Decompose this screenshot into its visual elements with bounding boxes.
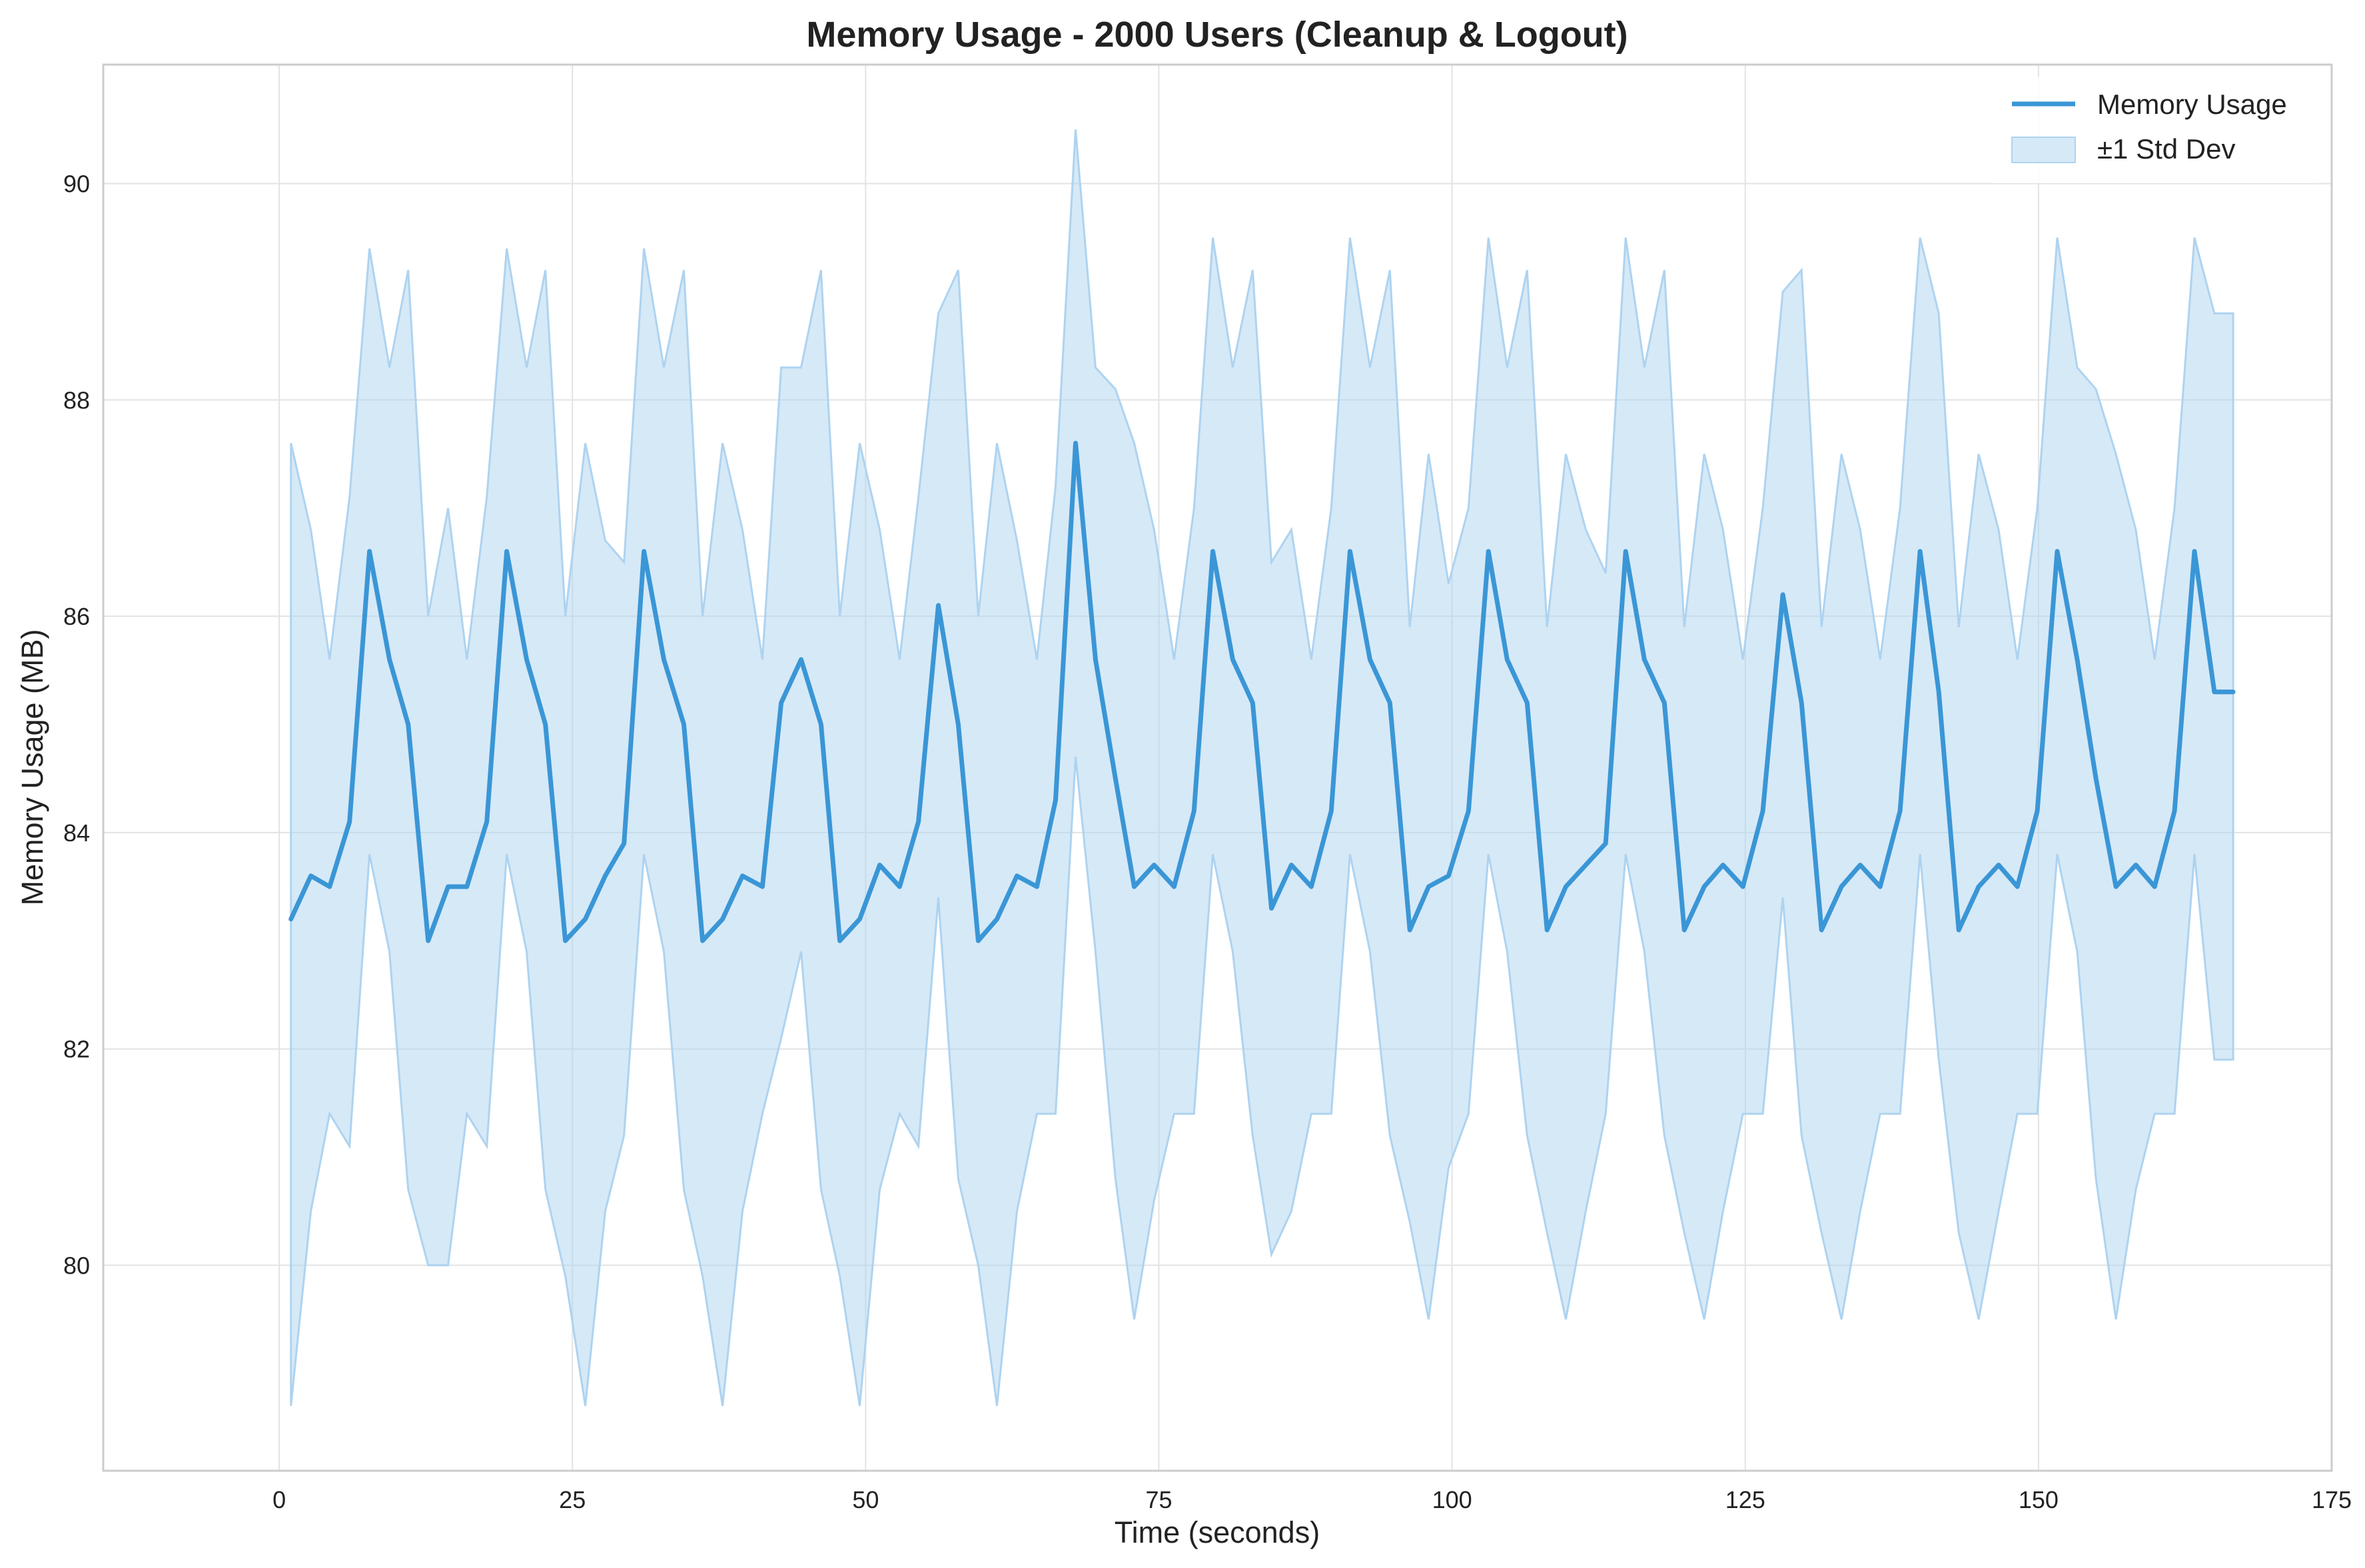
y-tick-label: 80 (63, 1252, 90, 1279)
y-tick-label: 82 (63, 1036, 90, 1063)
memory-usage-line (288, 440, 2236, 943)
x-tick-label: 25 (559, 1486, 586, 1513)
x-tick-label: 125 (1725, 1486, 1765, 1513)
legend-label-memory-usage: Memory Usage (2097, 89, 2287, 120)
plot-area-frame (102, 63, 2333, 1472)
data-layer (288, 129, 2236, 1406)
y-tick-label: 84 (63, 819, 90, 847)
legend-band-swatch (2011, 137, 2076, 163)
y-tick-label: 88 (63, 386, 90, 414)
tick-layer: 0 25 50 75 100 125 150 175 80 82 84 86 88 90 (63, 171, 2352, 1513)
y-axis-label: Memory Usage (MB) (15, 629, 49, 905)
chart-title: Memory Usage - 2000 Users (Cleanup & Log… (806, 15, 1628, 55)
x-tick-label: 150 (2019, 1486, 2059, 1513)
legend: Memory Usage ±1 Std Dev (1992, 77, 2318, 183)
std-dev-band (290, 129, 2234, 1406)
y-tick-label: 90 (63, 171, 90, 198)
x-tick-label: 175 (2312, 1486, 2352, 1513)
x-axis-label: Time (seconds) (1115, 1515, 1320, 1549)
x-tick-label: 100 (1432, 1486, 1472, 1513)
x-tick-label: 50 (852, 1486, 879, 1513)
x-tick-label: 75 (1145, 1486, 1172, 1513)
y-tick-label: 86 (63, 603, 90, 630)
x-tick-label: 0 (272, 1486, 286, 1513)
legend-frame (1992, 77, 2318, 183)
legend-label-std-dev: ±1 Std Dev (2097, 133, 2235, 165)
